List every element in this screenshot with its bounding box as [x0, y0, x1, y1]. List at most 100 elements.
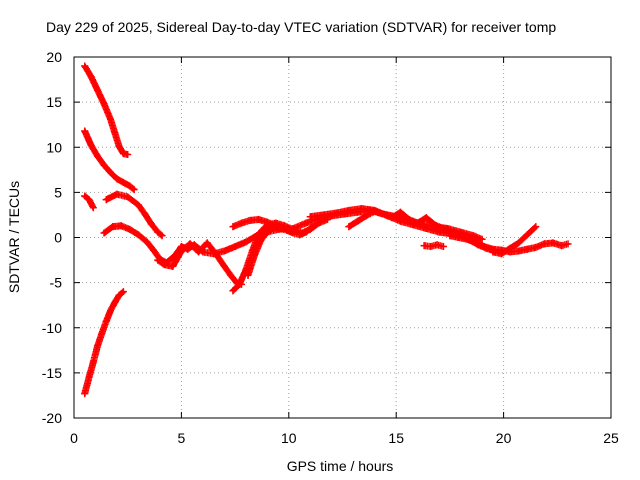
data-point — [433, 241, 441, 249]
data-point — [94, 152, 102, 160]
data-point — [257, 236, 265, 244]
series-track-14 — [420, 241, 447, 251]
data-point — [195, 248, 203, 256]
x-tick-label: 0 — [70, 430, 78, 446]
data-point — [212, 250, 220, 258]
series-track-2 — [81, 127, 138, 194]
data-point — [549, 239, 557, 247]
data-point — [81, 62, 89, 70]
data-point — [263, 228, 271, 236]
data-point — [414, 219, 422, 227]
series-track-9 — [244, 223, 316, 279]
data-point — [119, 150, 127, 158]
data-point — [227, 271, 235, 279]
data-point — [362, 212, 370, 220]
data-point — [111, 129, 119, 137]
data-point — [158, 232, 166, 240]
data-point — [489, 248, 497, 256]
data-point — [186, 240, 194, 248]
series-track-4 — [102, 190, 166, 240]
data-point — [345, 223, 353, 231]
data-point — [102, 317, 110, 325]
data-point — [345, 206, 353, 214]
data-point — [558, 242, 566, 250]
series-track-13 — [345, 207, 499, 255]
data-point — [472, 239, 480, 247]
series-track-6 — [81, 288, 127, 398]
data-point — [255, 215, 263, 223]
data-point — [235, 280, 243, 288]
data-point — [497, 250, 505, 258]
series-line — [81, 289, 126, 398]
data-point — [89, 204, 97, 212]
y-tick-label: -5 — [50, 275, 63, 291]
data-point — [532, 243, 540, 251]
grid-lines — [74, 57, 611, 418]
data-point — [396, 217, 404, 225]
data-point — [100, 229, 108, 237]
data-point — [107, 169, 115, 177]
data-point — [396, 208, 404, 216]
tick-marks — [73, 56, 612, 419]
data-point — [126, 225, 134, 233]
data-point — [143, 238, 151, 246]
data-point — [85, 373, 93, 381]
series-track-16 — [489, 223, 540, 258]
data-point — [109, 223, 117, 231]
y-tick-label: 0 — [54, 230, 62, 246]
data-point — [388, 214, 396, 222]
data-point — [281, 224, 289, 232]
data-point — [540, 240, 548, 248]
data-point — [130, 186, 138, 194]
data-point — [113, 175, 121, 183]
data-point — [81, 127, 89, 135]
data-point — [117, 222, 125, 230]
data-point — [296, 231, 304, 239]
data-point — [427, 243, 435, 251]
data-point — [87, 73, 95, 81]
data-point — [515, 239, 523, 247]
data-point — [107, 307, 115, 315]
data-point — [242, 238, 250, 246]
data-point — [308, 223, 316, 231]
y-tick-label: 10 — [46, 139, 62, 155]
data-series — [81, 62, 572, 398]
data-point — [220, 262, 228, 270]
y-tick-label: 15 — [46, 94, 62, 110]
data-point — [177, 247, 185, 255]
data-point — [480, 243, 488, 251]
data-point — [149, 246, 157, 254]
data-point — [422, 224, 430, 232]
y-tick-label: -10 — [42, 320, 62, 336]
data-point — [89, 358, 97, 366]
series-line — [345, 207, 498, 255]
x-tick-label: 10 — [281, 430, 297, 446]
data-point — [107, 115, 115, 123]
data-point — [124, 150, 132, 158]
series-line — [81, 127, 137, 193]
data-point — [126, 182, 134, 190]
data-point — [87, 141, 95, 149]
data-point — [272, 222, 280, 230]
data-point — [506, 244, 514, 252]
data-point — [169, 262, 177, 270]
data-point — [515, 247, 523, 255]
data-point — [81, 192, 89, 200]
data-point — [523, 245, 531, 253]
data-point — [111, 298, 119, 306]
data-point — [119, 178, 127, 186]
data-point — [238, 219, 246, 227]
data-point — [154, 228, 162, 236]
y-tick-label: -20 — [42, 410, 62, 426]
data-point — [244, 271, 252, 279]
data-point — [229, 287, 237, 295]
data-point — [439, 243, 447, 251]
data-point — [306, 213, 314, 221]
data-point — [371, 207, 379, 215]
data-point — [255, 230, 263, 238]
data-point — [302, 219, 310, 227]
data-point — [358, 205, 366, 213]
data-point — [141, 210, 149, 218]
data-point — [289, 224, 297, 232]
